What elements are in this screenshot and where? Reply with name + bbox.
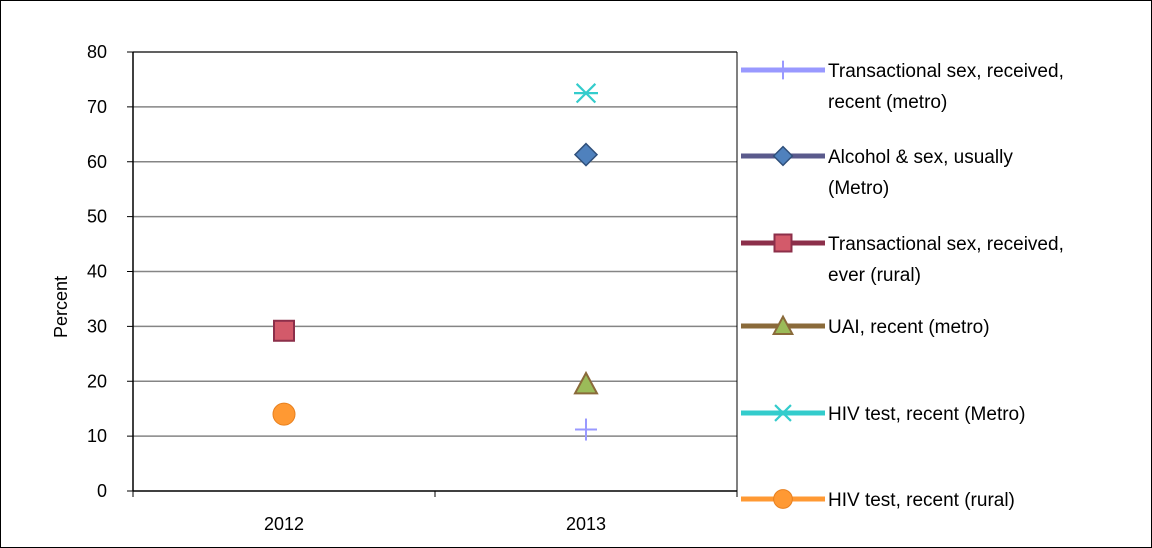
legend-label: Alcohol & sex, usually [828,147,1013,168]
y-tick-label: 10 [87,426,107,446]
y-tick-label: 30 [87,316,107,336]
y-tick-label: 60 [87,152,107,172]
asterisk-stroke [575,83,597,104]
data-point-series-4 [574,83,598,104]
data-points [272,83,599,441]
legend-marker-swatch [772,404,794,422]
legend-label: Transactional sex, received, [828,61,1064,82]
legend-marker-swatch [772,145,794,167]
legend-label: HIV test, recent (rural) [828,490,1015,511]
data-point-series-3 [573,370,599,395]
gridlines [133,51,737,437]
legend-label: ever (rural) [828,265,921,286]
legend-item-4: HIV test, recent (Metro) [741,404,1025,425]
y-tick-label: 50 [87,207,107,227]
axes [127,51,738,497]
legend-label: Transactional sex, received, [828,234,1064,255]
x-tick-labels: 2012 2013 [264,514,606,534]
y-tick-label: 70 [87,97,107,117]
legend-marker-swatch [773,233,793,253]
legend-marker-swatch [773,60,793,80]
legend-item-1: Alcohol & sex, usually (Metro) [741,145,1013,199]
x-tick-label: 2012 [264,514,304,534]
legend: Transactional sex, received, recent (metr… [741,60,1064,511]
legend-item-2: Transactional sex, received, ever (rural) [741,233,1064,286]
y-axis-title: Percent [51,276,71,338]
data-point-series-1 [573,142,599,167]
legend-item-5: HIV test, recent (rural) [741,489,1015,511]
legend-marker-swatch [773,489,793,509]
legend-item-3: UAI, recent (metro) [741,314,990,338]
data-point-series-2 [273,319,295,342]
data-point-series-5 [272,402,296,426]
asterisk-stroke [774,404,792,422]
data-point-series-0 [575,418,597,441]
y-tick-label: 40 [87,262,107,282]
y-tick-label: 80 [87,42,107,62]
legend-item-0: Transactional sex, received, recent (metr… [741,60,1064,113]
x-tick-label: 2013 [566,514,606,534]
legend-label: HIV test, recent (Metro) [828,404,1025,425]
legend-label: (Metro) [828,178,889,199]
legend-label: UAI, recent (metro) [828,317,990,338]
y-tick-labels: 0 10 20 30 40 50 60 70 80 [87,42,107,501]
legend-label: recent (metro) [828,92,947,113]
y-tick-label: 0 [97,481,107,501]
y-tick-label: 20 [87,371,107,391]
legend-marker-swatch [771,314,795,335]
